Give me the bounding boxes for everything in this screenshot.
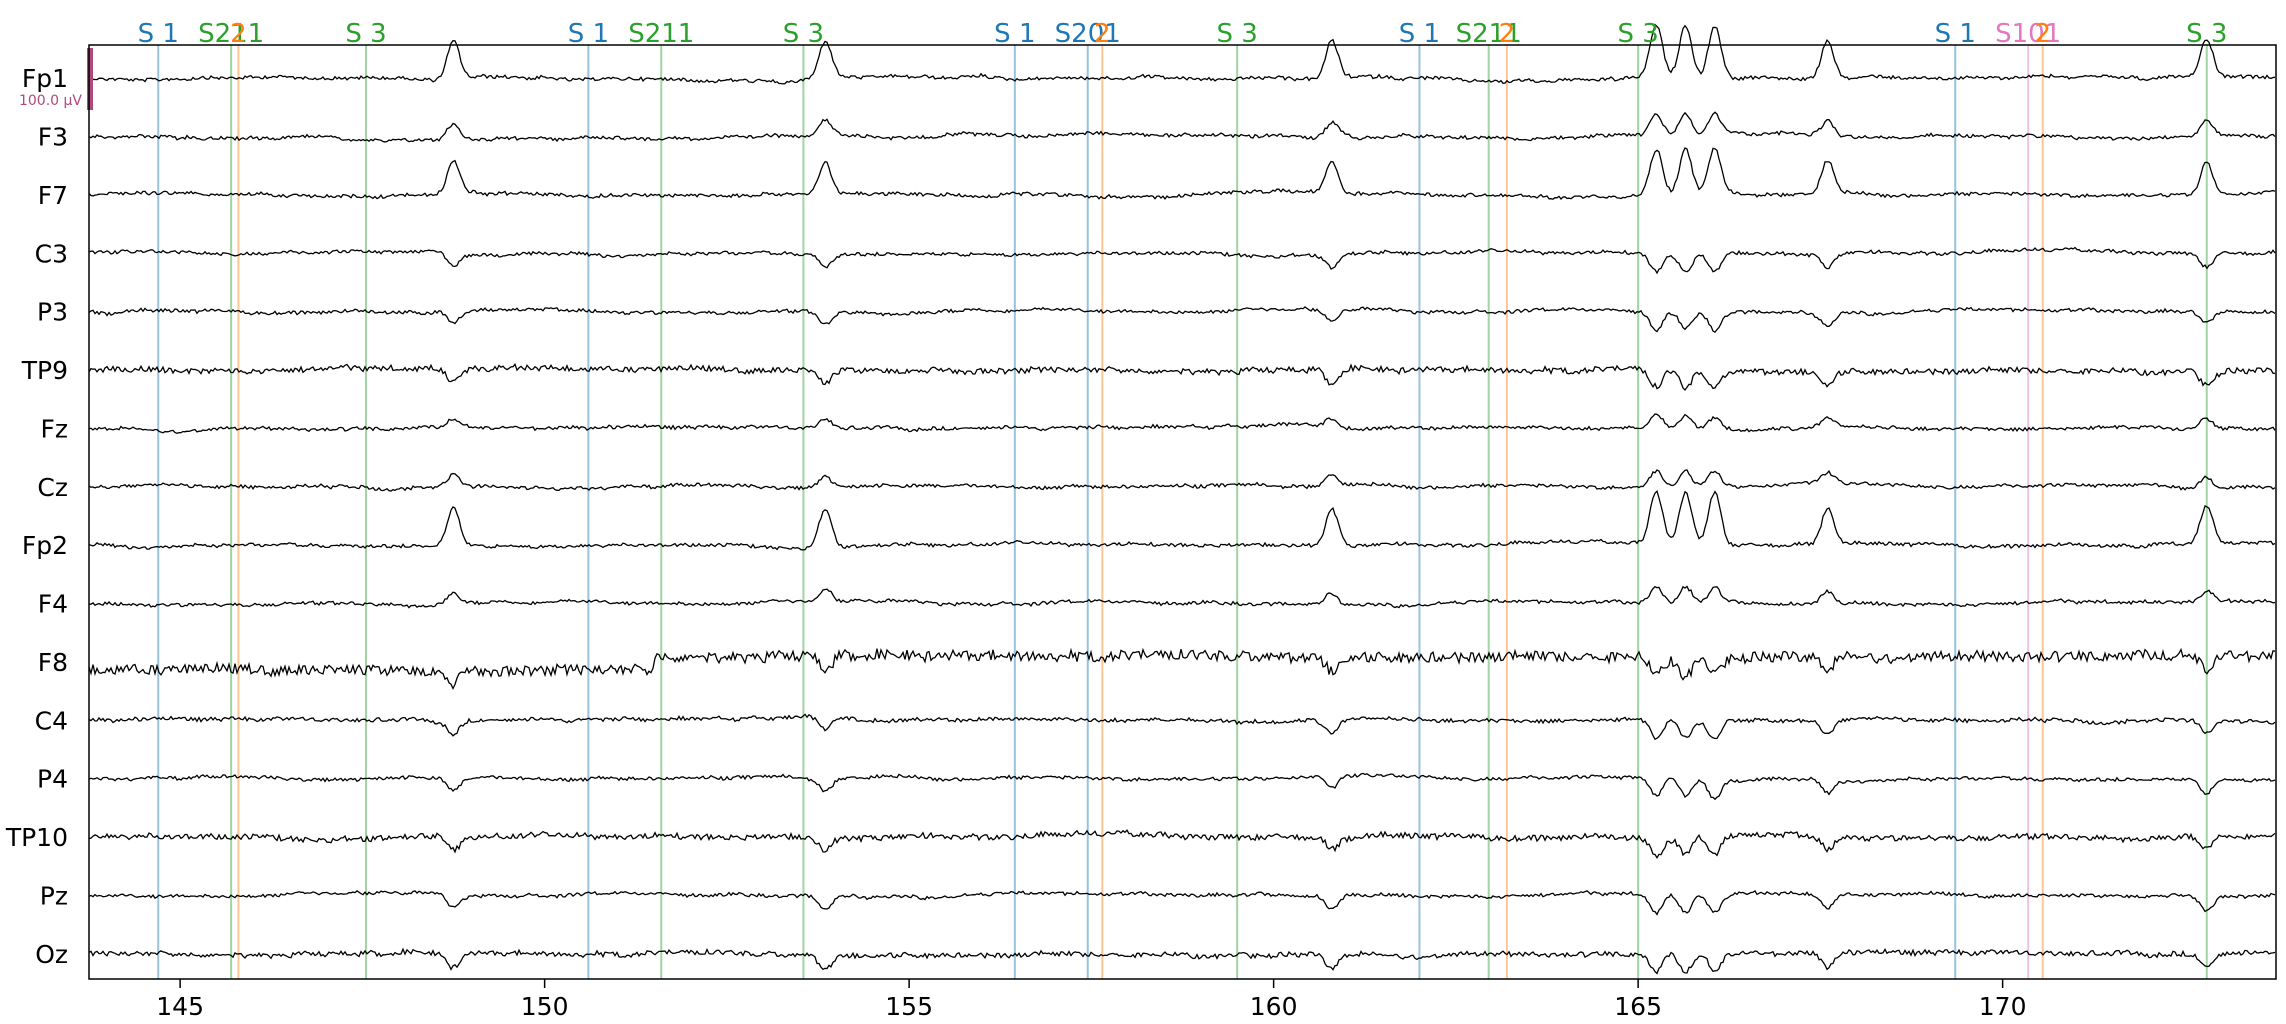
event-label: S211 — [628, 19, 694, 49]
x-tick-label: 155 — [885, 992, 933, 1021]
plot-frame — [88, 44, 2277, 980]
x-tick-label: 160 — [1250, 992, 1298, 1021]
channel-label: TP9 — [21, 356, 68, 385]
x-tick-label: 145 — [156, 992, 204, 1021]
channel-label: F7 — [38, 181, 68, 210]
x-tick-label: 170 — [1979, 992, 2027, 1021]
event-label: 2 — [1094, 19, 1111, 49]
event-label: S201 — [1055, 19, 1121, 49]
event-label: S 1 — [1399, 19, 1440, 49]
event-label: S 3 — [345, 19, 386, 49]
trace-f3 — [88, 111, 2276, 143]
trace-f7 — [88, 147, 2276, 201]
x-tick-label: 150 — [521, 992, 569, 1021]
event-label: S 3 — [1217, 19, 1258, 49]
channel-label: Cz — [37, 473, 68, 502]
event-label: 2 — [1499, 19, 1516, 49]
channel-label: F3 — [38, 123, 68, 152]
event-label: 2 — [2034, 19, 2051, 49]
event-label: S 1 — [568, 19, 609, 49]
channel-label: F8 — [38, 648, 68, 677]
event-label: S 1 — [994, 19, 1035, 49]
channel-label: C4 — [35, 706, 68, 735]
channel-label: P4 — [37, 765, 68, 794]
trace-oz — [88, 947, 2276, 975]
scale-bar: 100.0 µV — [19, 48, 93, 110]
channel-label: Fp1 — [22, 64, 68, 93]
channel-label: Oz — [35, 940, 68, 969]
event-label: S 3 — [2186, 19, 2227, 49]
x-tick-label: 165 — [1614, 992, 1662, 1021]
channel-label: Fp2 — [22, 531, 68, 560]
event-label: S 3 — [783, 19, 824, 49]
channel-labels: Fp1 F3 F7 C3 P3 TP9 Fz Cz Fp2 F4 F8 C4 P4 TP10 Pz Oz — [5, 64, 68, 969]
trace-c4 — [88, 713, 2276, 741]
trace-tp10 — [88, 829, 2276, 859]
trace-tp9 — [88, 362, 2276, 392]
trace-c3 — [88, 246, 2276, 275]
event-label: S 1 — [1935, 19, 1976, 49]
channel-traces — [88, 23, 2276, 975]
channel-label: P3 — [37, 298, 68, 327]
trace-fp1 — [88, 23, 2276, 85]
trace-pz — [88, 889, 2276, 916]
scale-bar-label: 100.0 µV — [19, 93, 82, 109]
trace-fp2 — [88, 489, 2276, 551]
channel-label: Fz — [40, 414, 68, 443]
trace-cz — [88, 469, 2276, 492]
channel-label: Pz — [40, 881, 68, 910]
trace-p3 — [88, 306, 2276, 334]
trace-f4 — [89, 585, 2276, 609]
event-label: S 3 — [1617, 19, 1658, 49]
event-label: S101 — [1995, 19, 2061, 49]
event-label: 2 — [230, 19, 247, 49]
event-lines — [157, 45, 2208, 979]
channel-label: TP10 — [5, 823, 68, 852]
scale-bar-mark — [87, 48, 93, 110]
x-axis-ticks: 145 150 155 160 165 170 — [156, 979, 2026, 1021]
event-label: S211 — [198, 19, 264, 49]
channel-label: C3 — [35, 239, 68, 268]
trace-p4 — [88, 772, 2276, 801]
trace-fz — [88, 413, 2276, 434]
event-label: S 1 — [138, 19, 179, 49]
plot-background — [89, 45, 2276, 979]
event-label: S211 — [1456, 19, 1522, 49]
trace-f8 — [88, 647, 2276, 691]
channel-label: F4 — [38, 590, 68, 619]
